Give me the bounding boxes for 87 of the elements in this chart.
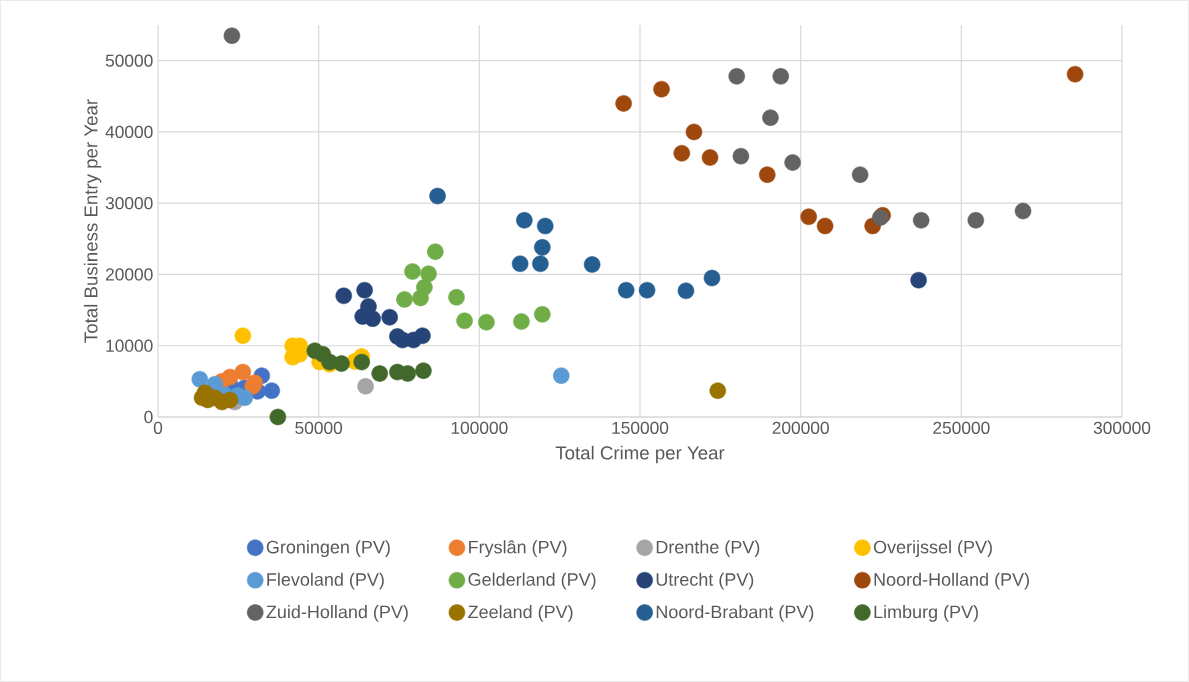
point [583, 256, 601, 273]
point [728, 68, 745, 85]
point [910, 271, 927, 289]
point [456, 312, 473, 330]
point [420, 265, 437, 283]
point [534, 306, 551, 323]
point [269, 408, 287, 426]
legend-label: Overijssel (PV) [873, 540, 992, 558]
x-tick-label: 50000 [295, 421, 343, 434]
point [513, 313, 530, 330]
point [364, 310, 381, 327]
point [534, 239, 551, 256]
x-tick-label: 200000 [772, 421, 829, 434]
legend-label: Utrecht (PV) [656, 572, 754, 590]
point [784, 154, 801, 171]
legend-label: Gelderland (PV) [468, 572, 596, 590]
legend-label: Flevoland (PV) [267, 572, 384, 590]
y-tick-label: 20000 [105, 268, 153, 281]
point [912, 212, 930, 229]
y-axis-title: Total Business Entry per Year [83, 99, 102, 343]
point [221, 391, 239, 409]
point [516, 212, 533, 229]
point [703, 269, 721, 287]
point [381, 308, 398, 326]
point [234, 363, 252, 381]
legend-label: Groningen (PV) [266, 540, 390, 558]
point [356, 281, 373, 299]
y-tick-label: 10000 [106, 339, 153, 352]
y-tick-label: 0 [144, 410, 153, 424]
point [653, 80, 670, 98]
legend-label: Limburg (PV) [874, 605, 978, 622]
point [701, 149, 719, 166]
point [414, 327, 431, 345]
x-tick-label: 100000 [451, 421, 508, 434]
point [800, 208, 817, 225]
point [427, 243, 444, 260]
point [333, 355, 350, 372]
point [399, 365, 416, 382]
point [772, 68, 790, 85]
point [685, 123, 703, 141]
point [732, 147, 750, 165]
point [335, 287, 352, 305]
point [816, 217, 834, 235]
x-axis-title: Total Crime per Year [555, 445, 725, 464]
point [223, 27, 241, 44]
point [412, 289, 429, 307]
point [709, 382, 727, 399]
point [532, 255, 549, 273]
point [677, 282, 695, 300]
point [511, 255, 529, 273]
legend-label: Zuid-Holland (PV) [266, 605, 408, 622]
point [851, 166, 869, 183]
point [396, 291, 413, 308]
point [234, 327, 252, 345]
y-tick-label: 30000 [105, 197, 153, 210]
legend-label: Drenthe (PV) [656, 540, 760, 557]
x-tick-label: 300000 [1093, 421, 1151, 434]
point [762, 109, 779, 126]
point [536, 217, 554, 235]
point [429, 187, 446, 205]
x-tick-label: 0 [153, 421, 163, 434]
point [1014, 202, 1032, 220]
legend-label: Noord-Holland (PV) [874, 572, 1029, 590]
point [415, 362, 432, 379]
point [404, 263, 421, 280]
point [615, 95, 632, 112]
point [553, 367, 570, 384]
point [263, 382, 281, 399]
point [673, 145, 691, 162]
point [448, 288, 465, 306]
x-tick-label: 250000 [933, 421, 990, 434]
point [371, 365, 388, 382]
point [638, 281, 656, 299]
x-tick-label: 150000 [612, 421, 669, 434]
legend-label: Fryslân (PV) [469, 540, 567, 558]
point [967, 212, 985, 229]
y-tick-label: 40000 [105, 125, 153, 139]
point [353, 353, 370, 371]
point [191, 370, 209, 388]
point [758, 166, 776, 183]
y-tick-label: 50000 [105, 54, 153, 67]
legend-label: Zeeland (PV) [468, 605, 573, 622]
point [357, 378, 374, 395]
point [478, 313, 495, 331]
legend-label: Noord-Brabant (PV) [656, 605, 814, 622]
point [617, 281, 635, 299]
point [1066, 65, 1084, 83]
